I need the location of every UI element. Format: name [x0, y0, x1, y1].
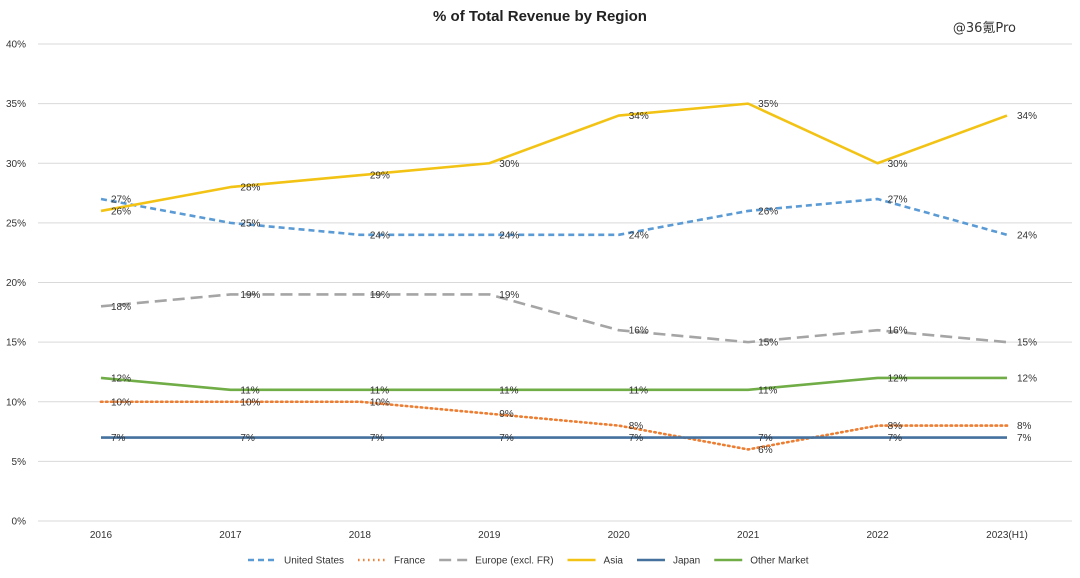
series-lines	[99, 102, 1009, 451]
data-label: 7%	[1017, 433, 1032, 444]
y-axis: 0% 5% 10% 15% 20% 25% 30% 35% 40%	[6, 40, 26, 528]
x-tick-label: 2022	[866, 530, 889, 541]
series-line	[100, 293, 1008, 344]
series-line	[99, 400, 1009, 451]
data-label: 6%	[758, 445, 773, 456]
data-label: 12%	[111, 373, 131, 384]
series-line	[100, 102, 1008, 213]
data-label: 18%	[111, 302, 131, 313]
data-label: 30%	[888, 159, 908, 170]
data-label: 19%	[499, 290, 519, 301]
data-label: 7%	[758, 433, 773, 444]
data-label: 8%	[1017, 421, 1032, 432]
data-label: 11%	[758, 385, 777, 396]
data-label: 11%	[499, 385, 518, 396]
data-label: 8%	[629, 421, 644, 432]
y-tick-label: 0%	[12, 517, 27, 528]
legend-entry: Japan	[673, 556, 700, 567]
data-label: 10%	[370, 397, 390, 408]
data-label: 24%	[499, 230, 519, 241]
data-label: 7%	[111, 433, 126, 444]
data-label: 15%	[758, 338, 778, 349]
data-label: 26%	[758, 206, 778, 217]
legend: United States France Europe (excl. FR) Asia…	[248, 556, 809, 567]
data-label: 19%	[370, 290, 390, 301]
data-label: 24%	[629, 230, 649, 241]
data-label: 30%	[499, 159, 519, 170]
chart-title: % of Total Revenue by Region	[433, 8, 647, 25]
data-label: 29%	[370, 171, 390, 182]
y-tick-label: 25%	[6, 218, 26, 229]
data-label: 34%	[629, 111, 649, 122]
data-label: 34%	[1017, 111, 1037, 122]
data-label: 28%	[240, 183, 260, 194]
data-label: 7%	[240, 433, 255, 444]
data-label: 7%	[888, 433, 903, 444]
data-label: 10%	[240, 397, 260, 408]
data-label: 24%	[370, 230, 390, 241]
y-tick-label: 15%	[6, 338, 26, 349]
data-label: 12%	[888, 373, 908, 384]
data-label: 24%	[1017, 230, 1037, 241]
data-label: 9%	[499, 409, 514, 420]
y-tick-label: 35%	[6, 99, 26, 110]
data-label: 11%	[240, 385, 259, 396]
data-label: 27%	[111, 195, 131, 206]
data-labels: 27%25%24% 24% 24%26%27%24%10% 10% 10%9%8%6%8…	[111, 99, 1037, 456]
x-tick-label: 2020	[608, 530, 631, 541]
series-line	[100, 376, 1007, 392]
legend-entry: France	[394, 556, 426, 567]
data-label: 35%	[758, 99, 778, 110]
x-tick-label: 2017	[219, 530, 242, 541]
series-line	[100, 197, 1008, 237]
x-tick-label: 2016	[90, 530, 113, 541]
data-label: 7%	[629, 433, 644, 444]
x-tick-label: 2021	[737, 530, 760, 541]
data-label: 15%	[1017, 338, 1037, 349]
x-axis: 2016 2017 2018 2019 2020 2021 2022 2023(H1)	[90, 530, 1028, 541]
x-tick-label: 2018	[349, 530, 372, 541]
data-label: 7%	[499, 433, 514, 444]
data-label: 8%	[888, 421, 903, 432]
data-label: 16%	[629, 326, 649, 337]
y-tick-label: 20%	[6, 278, 26, 289]
x-tick-label: 2023(H1)	[986, 530, 1028, 541]
legend-entry: United States	[284, 556, 344, 567]
watermark: @36氪Pro	[952, 21, 1016, 36]
data-label: 27%	[888, 195, 908, 206]
y-tick-label: 5%	[12, 457, 27, 468]
data-label: 11%	[370, 385, 389, 396]
legend-entry: Asia	[604, 556, 624, 567]
data-label: 26%	[111, 206, 131, 217]
y-tick-label: 10%	[6, 397, 26, 408]
data-label: 25%	[240, 218, 260, 229]
data-label: 7%	[370, 433, 385, 444]
y-tick-label: 40%	[6, 40, 26, 51]
data-label: 16%	[888, 326, 908, 337]
y-tick-label: 30%	[6, 159, 26, 170]
data-label: 19%	[240, 290, 260, 301]
data-label: 12%	[1017, 373, 1037, 384]
x-tick-label: 2019	[478, 530, 501, 541]
legend-entry: Europe (excl. FR)	[475, 556, 553, 567]
data-label: 11%	[629, 385, 648, 396]
data-label: 10%	[111, 397, 131, 408]
legend-entry: Other Market	[750, 556, 809, 567]
grid-lines	[38, 43, 1072, 522]
